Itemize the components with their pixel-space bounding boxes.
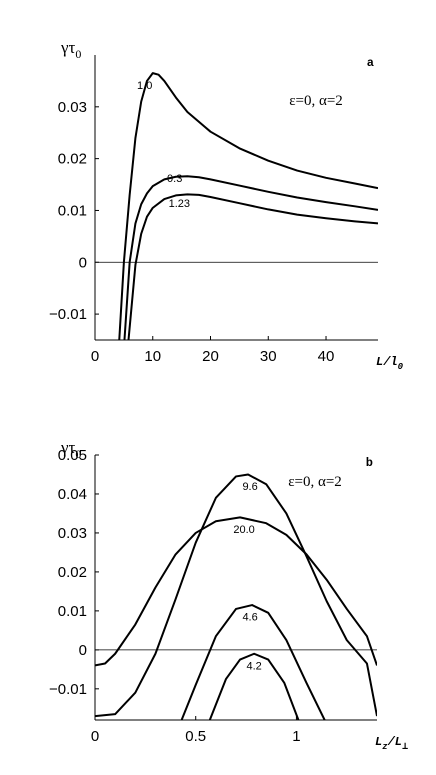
y-tick-label: 0.03	[58, 99, 87, 116]
x-label-sub: 0	[398, 362, 404, 372]
series-group	[118, 72, 378, 340]
x-axis-label: Lz/L⊥	[375, 735, 408, 753]
chart-panel-b: 0 0.5 1 −0.01 0 0.01 0.02 0.03 0.04 0.05 9.6 20.0 4.…	[49, 438, 408, 753]
annotation-text: ε=0, α=2	[288, 474, 342, 490]
x-tick-label: 0	[91, 728, 99, 745]
panel-letter: a	[367, 56, 374, 70]
x-tick-label: 10	[144, 348, 161, 365]
y-tick-label: 0.04	[58, 486, 87, 503]
series-line-4.2	[208, 652, 300, 720]
y-tick-label: 0.02	[58, 564, 87, 581]
series-line-1.23	[127, 193, 378, 340]
curve-label: 4.2	[246, 660, 261, 672]
y-axis-label-sub: 0	[75, 47, 81, 61]
x-tick-label: 1	[292, 728, 300, 745]
y-tick-label: 0.03	[58, 525, 87, 542]
y-tick-label: 0.05	[58, 447, 87, 464]
y-axis-label-sub: 0	[75, 447, 81, 461]
series-group	[95, 473, 377, 720]
y-tick-label: 0.02	[58, 151, 87, 168]
y-tick-label: 0.01	[58, 202, 87, 219]
curve-label: 9.6	[242, 481, 257, 493]
chart-panel-a: 0 10 20 30 40 −0.01 0 0.01 0.02 0.03 1.0 0.3 1.23 a ε=…	[49, 38, 404, 372]
y-axis-label: γτ0	[60, 38, 81, 61]
x-label-sub: z	[382, 742, 387, 752]
curve-label: 1.23	[169, 198, 190, 210]
x-label-slash: /L	[387, 735, 402, 749]
x-label-main: L/l	[376, 355, 398, 369]
y-tick-label: −0.01	[49, 681, 87, 698]
x-tick-label: 0	[91, 348, 99, 365]
panel-letter: b	[366, 456, 373, 470]
curve-label: 4.6	[242, 612, 257, 624]
series-line-20.0	[95, 516, 377, 667]
x-label-den-sub: ⊥	[402, 742, 408, 753]
x-label-main: L	[375, 735, 382, 749]
x-axis-label: L/l0	[376, 355, 404, 372]
y-tick-label: 0	[79, 254, 87, 271]
curve-label: 0.3	[167, 173, 182, 185]
curve-label: 20.0	[233, 524, 254, 536]
x-tick-label: 20	[202, 348, 219, 365]
y-tick-label: −0.01	[49, 306, 87, 323]
series-line-9.6	[95, 473, 377, 718]
y-tick-label: 0	[79, 642, 87, 659]
x-tick-label: 30	[260, 348, 277, 365]
x-tick-label: 0.5	[185, 728, 206, 745]
curve-label: 1.0	[137, 80, 152, 92]
y-tick-label: 0.01	[58, 603, 87, 620]
annotation-text: ε=0, α=2	[289, 93, 343, 109]
series-line-4.6	[180, 604, 326, 720]
series-line-1.0	[118, 72, 378, 340]
x-tick-label: 40	[318, 348, 335, 365]
series-line-0.3	[123, 175, 378, 340]
